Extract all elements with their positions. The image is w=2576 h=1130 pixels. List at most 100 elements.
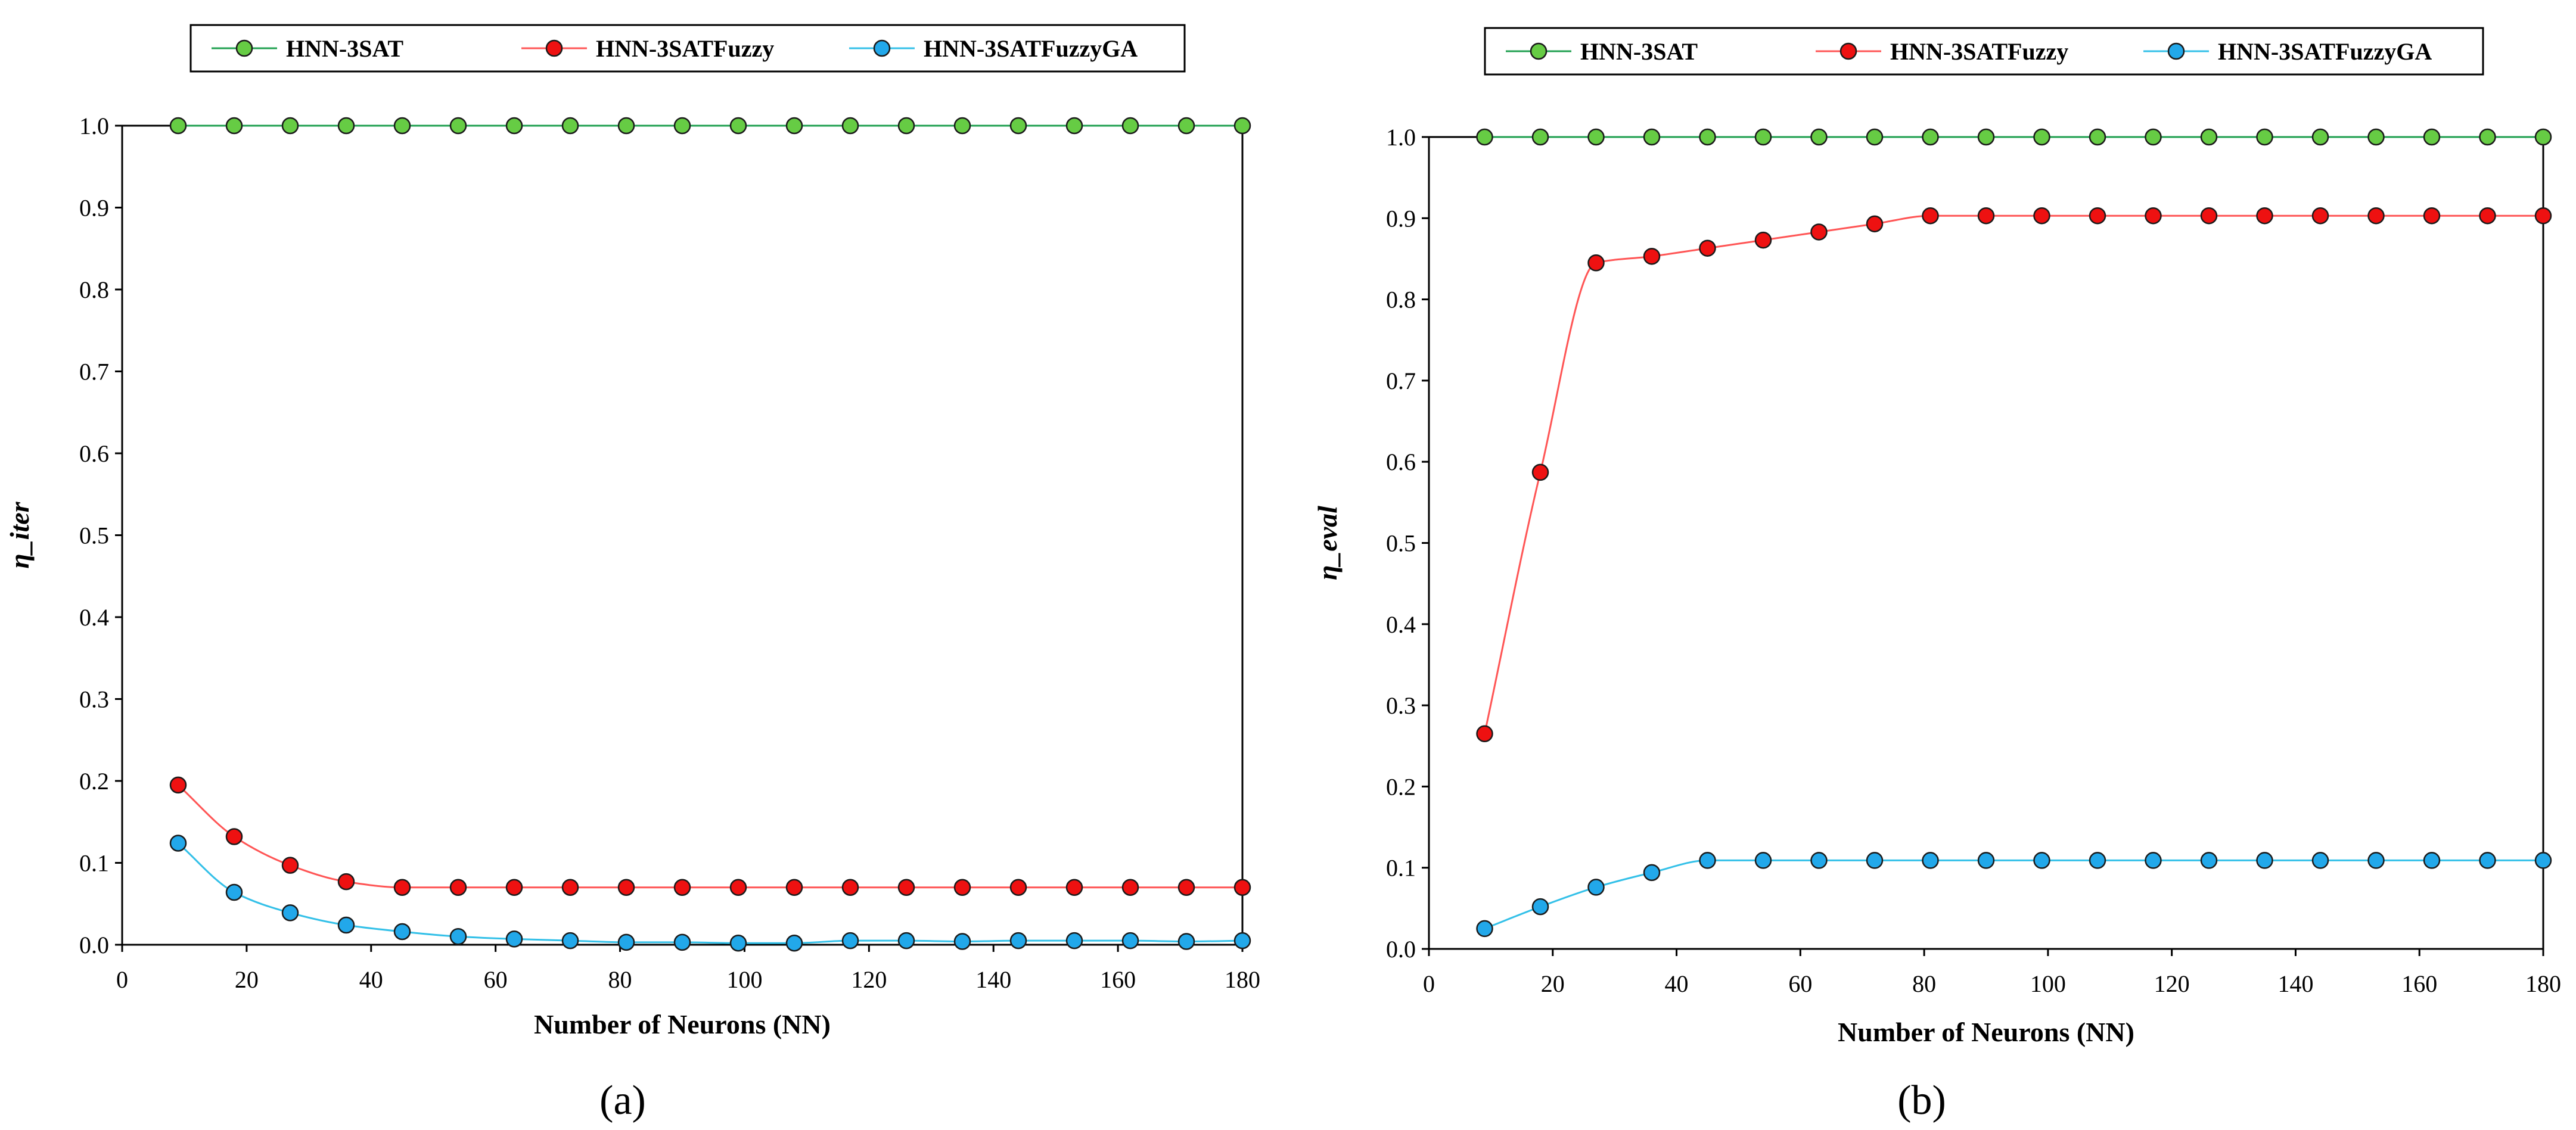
panel-label: (a) [599,1078,646,1123]
data-point [281,857,299,874]
data-point [281,904,299,922]
data-point [393,923,411,941]
x-tick-label: 160 [2401,970,2437,997]
data-point [897,117,915,135]
data-point [1065,879,1083,896]
data-point [1476,725,1493,743]
data-point [1177,933,1195,950]
data-point [897,879,915,896]
y-tick-label: 0.7 [79,359,109,385]
y-tick-label: 0.0 [79,932,109,958]
data-point [785,935,803,952]
y-tick-label: 0.3 [1386,692,1416,719]
legend: HNN-3SAT HNN-3SATFuzzy HNN-3SATFuzzyGA [1484,27,2484,76]
data-point [1587,879,1605,896]
data-point [505,879,523,896]
y-tick-label: 0.5 [1386,530,1416,557]
y-tick-label: 0.6 [79,440,109,467]
data-point [2256,128,2273,146]
data-point [2033,852,2050,869]
x-tick-label: 60 [484,966,508,993]
y-tick-label: 0.8 [1386,287,1416,313]
x-tick-label: 40 [359,966,383,993]
series-points-hnn-3satfuzzyga [1476,852,2552,938]
data-point [841,932,859,950]
x-tick-label: 0 [116,966,128,993]
data-point [1009,932,1027,950]
data-point [1922,128,1939,146]
series-line-hnn-3satfuzzy [1484,214,2543,734]
data-point [2033,128,2050,146]
x-tick-label: 40 [1665,970,1689,997]
data-point [2200,207,2218,225]
data-point [1810,128,1828,146]
data-point [505,930,523,948]
data-point [337,873,355,891]
x-tick-label: 80 [608,966,632,993]
x-tick-label: 0 [1423,970,1435,997]
data-point [1009,879,1027,896]
y-tick-label: 0.9 [79,195,109,222]
data-point [673,117,691,135]
legend-label: HNN-3SAT [286,35,403,62]
data-point [449,879,467,896]
data-point [1587,128,1605,146]
data-point [2534,207,2552,225]
data-point [729,935,747,952]
y-tick-label: 1.0 [1386,124,1416,151]
data-point [2311,128,2329,146]
data-point [1233,117,1251,135]
data-point [225,117,243,135]
y-tick-label: 0.4 [1386,611,1416,638]
data-point [1699,239,1716,257]
data-point [1866,852,1884,869]
data-point [617,933,635,951]
data-point [1922,207,1939,225]
x-tick-label: 120 [851,966,887,993]
data-point [1754,852,1772,869]
legend-label: HNN-3SATFuzzyGA [924,35,1138,62]
x-tick-label: 160 [1100,966,1136,993]
data-point [2367,128,2385,146]
data-point [2033,207,2050,225]
data-point [1531,463,1549,481]
data-point [1977,207,1995,225]
data-point [1121,117,1139,135]
data-point [1699,128,1716,146]
data-point [561,879,579,896]
data-point [2089,128,2106,146]
data-point [1643,248,1661,265]
legend-item-hnn-3satfuzzy: HNN-3SATFuzzy [521,35,774,62]
y-tick-label: 0.0 [1386,936,1416,963]
legend-item-hnn-3sat: HNN-3SAT [1506,38,1698,65]
y-tick-label: 0.6 [1386,449,1416,475]
data-point [393,117,411,135]
x-tick-label: 120 [2154,970,2190,997]
data-point [1065,117,1083,135]
data-point [2311,852,2329,869]
data-point [2423,128,2441,146]
x-tick-label: 20 [235,966,259,993]
data-point [785,879,803,896]
y-tick-label: 0.2 [1386,773,1416,800]
data-point [2089,852,2106,869]
x-tick-label: 100 [726,966,762,993]
data-point [1810,223,1828,241]
legend-marker [1839,42,1857,60]
data-point [2145,852,2162,869]
series-points-hnn-3satfuzzyga [169,835,1251,952]
data-point [1699,852,1716,869]
data-point [505,117,523,135]
x-axis-title: Number of Neurons (NN) [1838,1017,2134,1047]
data-point [729,879,747,896]
legend-label: HNN-3SATFuzzy [1890,38,2068,65]
data-point [1177,879,1195,896]
legend-box [189,24,1186,73]
data-point [841,879,859,896]
data-point [1233,879,1251,896]
data-point [337,916,355,934]
data-point [1531,898,1549,916]
data-point [2479,852,2496,869]
data-point [2200,128,2218,146]
x-tick-label: 140 [2277,970,2313,997]
